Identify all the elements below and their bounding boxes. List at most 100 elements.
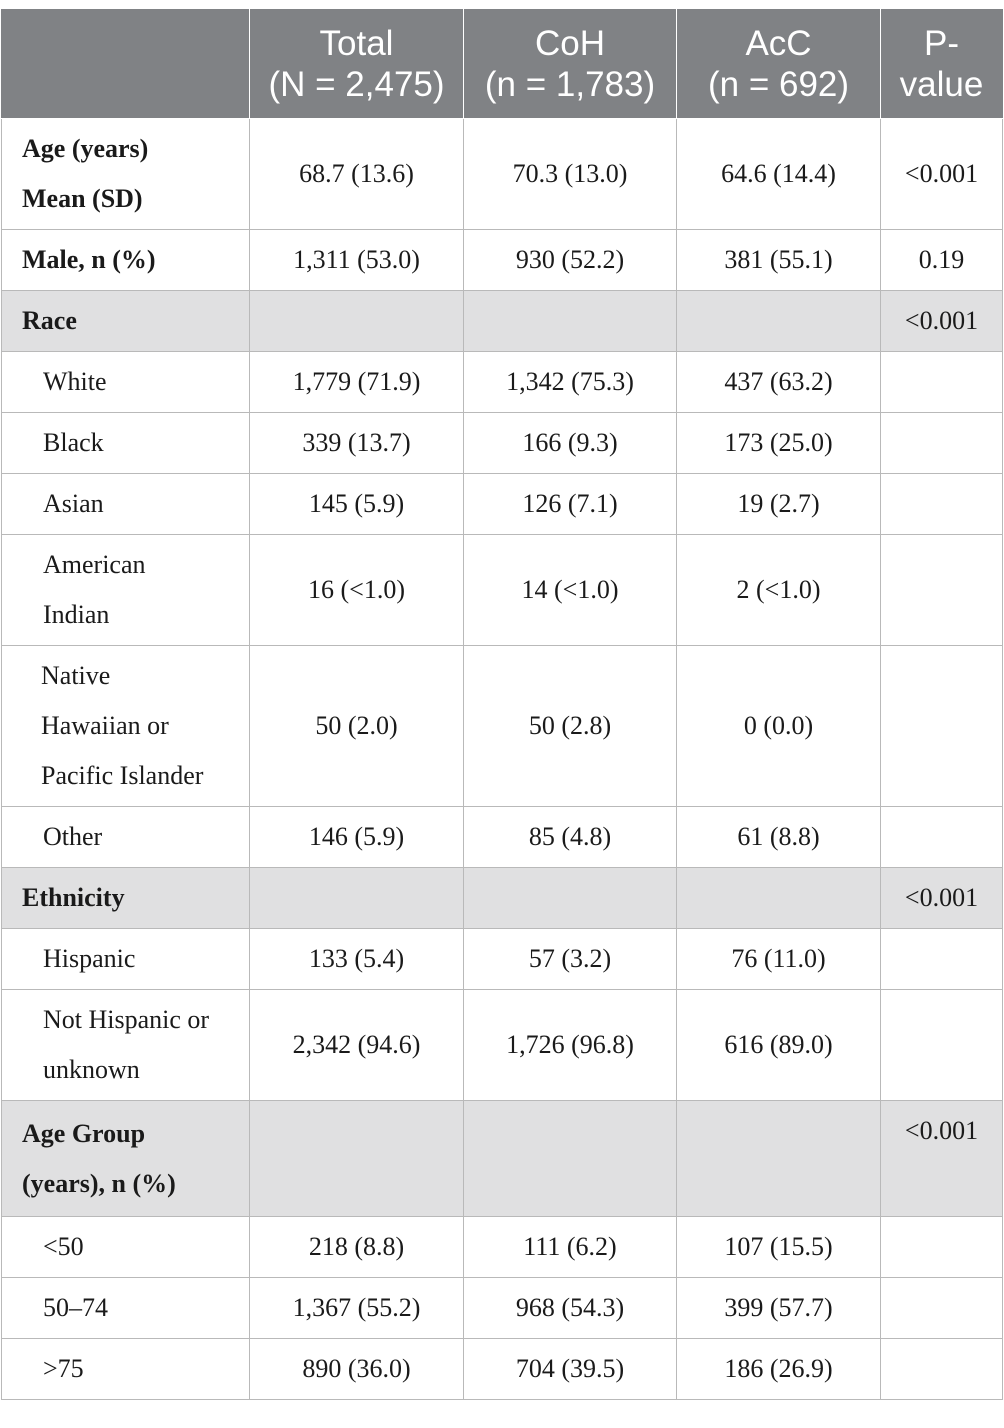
row-label-line: unknown xyxy=(43,1055,140,1084)
row-label-line: Mean (SD) xyxy=(22,184,143,213)
demographics-table: Total (N = 2,475) CoH (n = 1,783) AcC (n… xyxy=(1,9,1003,1400)
table-row-age-50-74: 50–74 1,367 (55.2) 968 (54.3) 399 (57.7) xyxy=(1,1277,1003,1339)
table-body: Age (years) Mean (SD) 68.7 (13.6) 70.3 (1… xyxy=(1,118,1003,1400)
cell-p-value xyxy=(880,534,1003,646)
header-p-value-line2: value xyxy=(899,65,984,104)
cell-p-value xyxy=(880,1216,1003,1278)
table-row-american-indian: American Indian 16 (<1.0) 14 (<1.0) 2 (<1… xyxy=(1,534,1003,646)
header-coh: CoH (n = 1,783) xyxy=(463,9,677,119)
header-total: Total (N = 2,475) xyxy=(249,9,464,119)
cell-acc: 381 (55.1) xyxy=(676,229,881,291)
header-total-title: Total xyxy=(319,24,394,63)
row-label-line: (years), n (%) xyxy=(22,1168,176,1198)
table-row-black: Black 339 (13.7) 166 (9.3) 173 (25.0) xyxy=(1,412,1003,474)
table-row-ethnicity-section: Ethnicity <0.001 xyxy=(1,867,1003,929)
cell-p-value xyxy=(880,645,1003,807)
cell-p-value xyxy=(880,1277,1003,1339)
header-total-count: (N = 2,475) xyxy=(268,65,445,104)
row-label-line: Age (years) xyxy=(22,134,149,163)
header-acc: AcC (n = 692) xyxy=(676,9,881,119)
row-label: Age (years) Mean (SD) xyxy=(1,118,250,230)
row-label-line: Hawaiian or xyxy=(41,711,169,740)
row-label: Other xyxy=(1,806,250,868)
table-row-white: White 1,779 (71.9) 1,342 (75.3) 437 (63.… xyxy=(1,351,1003,413)
cell-p-value xyxy=(880,412,1003,474)
cell-total: 1,367 (55.2) xyxy=(249,1277,464,1339)
table-header: Total (N = 2,475) CoH (n = 1,783) AcC (n… xyxy=(1,9,1003,119)
row-label: Male, n (%) xyxy=(1,229,250,291)
cell-total xyxy=(249,290,464,352)
header-coh-count: (n = 1,783) xyxy=(484,65,656,104)
row-label: Asian xyxy=(1,473,250,535)
cell-p-value: 0.19 xyxy=(880,229,1003,291)
cell-acc: 61 (8.8) xyxy=(676,806,881,868)
cell-acc: 399 (57.7) xyxy=(676,1277,881,1339)
cell-coh: 50 (2.8) xyxy=(463,645,677,807)
cell-total: 339 (13.7) xyxy=(249,412,464,474)
table-row-native-hawaiian: Native Hawaiian or Pacific Islander 50 (2.… xyxy=(1,645,1003,807)
table-row-asian: Asian 145 (5.9) 126 (7.1) 19 (2.7) xyxy=(1,473,1003,535)
row-label-line: Indian xyxy=(43,600,110,629)
cell-p-value xyxy=(880,1338,1003,1400)
cell-p-value: <0.001 xyxy=(880,290,1003,352)
cell-p-value: <0.001 xyxy=(880,1100,1003,1217)
header-row: Total (N = 2,475) CoH (n = 1,783) AcC (n… xyxy=(1,9,1003,119)
cell-total: 146 (5.9) xyxy=(249,806,464,868)
cell-p-value xyxy=(880,806,1003,868)
header-coh-title: CoH xyxy=(534,24,606,63)
row-label: Native Hawaiian or Pacific Islander xyxy=(1,645,250,807)
cell-coh: 968 (54.3) xyxy=(463,1277,677,1339)
row-label: Not Hispanic or unknown xyxy=(1,989,250,1101)
cell-total xyxy=(249,1100,464,1217)
cell-coh: 166 (9.3) xyxy=(463,412,677,474)
header-acc-count: (n = 692) xyxy=(707,65,850,104)
cell-acc: 76 (11.0) xyxy=(676,928,881,990)
row-label: White xyxy=(1,351,250,413)
cell-coh xyxy=(463,1100,677,1217)
row-label: Black xyxy=(1,412,250,474)
cell-coh: 1,726 (96.8) xyxy=(463,989,677,1101)
table-row-male: Male, n (%) 1,311 (53.0) 930 (52.2) 381 … xyxy=(1,229,1003,291)
table-row-age-group-section: Age Group (years), n (%) <0.001 xyxy=(1,1100,1003,1217)
header-empty-cell xyxy=(1,9,250,119)
row-label: >75 xyxy=(1,1338,250,1400)
cell-acc: 173 (25.0) xyxy=(676,412,881,474)
cell-total: 68.7 (13.6) xyxy=(249,118,464,230)
cell-coh: 57 (3.2) xyxy=(463,928,677,990)
table-row-other: Other 146 (5.9) 85 (4.8) 61 (8.8) xyxy=(1,806,1003,868)
row-label: American Indian xyxy=(1,534,250,646)
cell-coh: 930 (52.2) xyxy=(463,229,677,291)
header-p-value-line1: P- xyxy=(924,24,959,63)
cell-acc: 437 (63.2) xyxy=(676,351,881,413)
row-label: 50–74 xyxy=(1,1277,250,1339)
cell-acc: 19 (2.7) xyxy=(676,473,881,535)
cell-acc: 107 (15.5) xyxy=(676,1216,881,1278)
row-label-line: Native xyxy=(41,661,111,690)
cell-coh: 126 (7.1) xyxy=(463,473,677,535)
cell-acc: 2 (<1.0) xyxy=(676,534,881,646)
cell-p-value xyxy=(880,928,1003,990)
row-label: Hispanic xyxy=(1,928,250,990)
header-acc-title: AcC xyxy=(745,24,812,63)
cell-p-value xyxy=(880,989,1003,1101)
cell-total: 1,311 (53.0) xyxy=(249,229,464,291)
cell-acc: 616 (89.0) xyxy=(676,989,881,1101)
cell-p-value xyxy=(880,473,1003,535)
cell-total: 16 (<1.0) xyxy=(249,534,464,646)
table-row-age-under-50: <50 218 (8.8) 111 (6.2) 107 (15.5) xyxy=(1,1216,1003,1278)
row-label-line: Age Group xyxy=(22,1118,146,1148)
cell-total xyxy=(249,867,464,929)
cell-acc: 0 (0.0) xyxy=(676,645,881,807)
section-label: Age Group (years), n (%) xyxy=(1,1100,250,1217)
cell-p-value: <0.001 xyxy=(880,867,1003,929)
row-label-line: Not Hispanic or xyxy=(43,1005,210,1034)
cell-total: 218 (8.8) xyxy=(249,1216,464,1278)
table-row-age-over-75: >75 890 (36.0) 704 (39.5) 186 (26.9) xyxy=(1,1338,1003,1400)
header-p-value: P- value xyxy=(880,9,1003,119)
row-label-line: American xyxy=(43,550,146,579)
cell-coh: 1,342 (75.3) xyxy=(463,351,677,413)
cell-coh: 14 (<1.0) xyxy=(463,534,677,646)
cell-total: 2,342 (94.6) xyxy=(249,989,464,1101)
table-row-hispanic: Hispanic 133 (5.4) 57 (3.2) 76 (11.0) xyxy=(1,928,1003,990)
cell-coh: 85 (4.8) xyxy=(463,806,677,868)
